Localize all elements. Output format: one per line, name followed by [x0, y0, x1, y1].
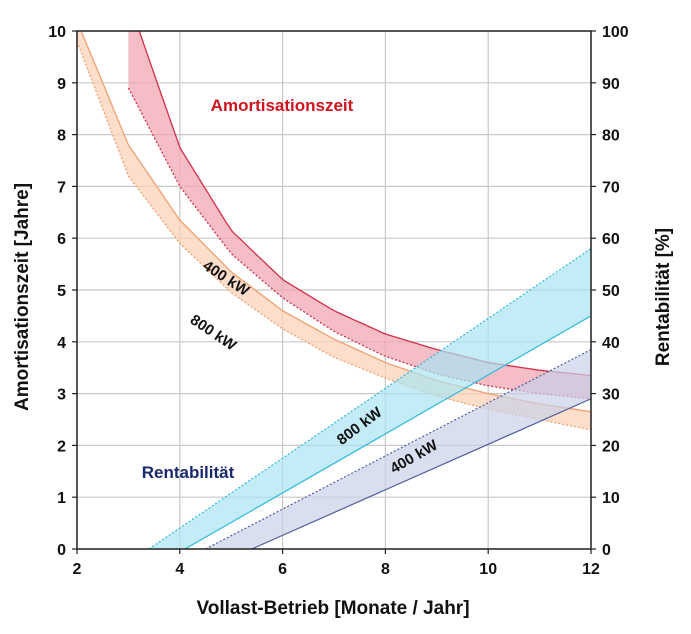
y-right-tick-label: 90	[602, 76, 620, 93]
x-tick-label: 6	[278, 561, 287, 578]
y-left-tick-label: 8	[57, 128, 66, 145]
x-axis-title: Vollast-Betrieb [Monate / Jahr]	[196, 598, 469, 619]
y-left-tick-label: 4	[57, 335, 66, 352]
y-left-tick-label: 9	[57, 76, 66, 93]
amortisation-lower-line	[77, 41, 591, 431]
y-left-tick-label: 3	[57, 387, 66, 404]
x-tick-label: 8	[381, 561, 390, 578]
x-tick-label: 2	[73, 561, 82, 578]
y-right-tick-label: 70	[602, 179, 620, 196]
y-right-tick-label: 80	[602, 128, 620, 145]
amortisation-band-800kw	[77, 31, 591, 430]
annotation-rentability: Rentabilität	[142, 463, 235, 482]
y-right-tick-label: 0	[602, 542, 611, 559]
y-right-tick-label: 60	[602, 231, 620, 248]
band-label-800kw: 800 kW	[187, 311, 240, 354]
y-left-tick-label: 6	[57, 231, 66, 248]
amortisation-lower-line	[127, 87, 591, 400]
y-left-tick-label: 1	[57, 490, 66, 507]
y-right-tick-label: 30	[602, 387, 620, 404]
y-left-tick-label: 0	[57, 542, 66, 559]
y-right-tick-label: 40	[602, 335, 620, 352]
y-left-tick-label: 7	[57, 179, 66, 196]
y-right-tick-label: 10	[602, 490, 620, 507]
y-right-tick-label: 100	[602, 24, 629, 41]
rentability-upper-line	[205, 349, 591, 549]
amortisation-upper-line	[138, 31, 591, 377]
data-bands	[77, 31, 591, 549]
tick-labels: 2 4 6 8 10 1201234567891001020304050607080901…	[48, 24, 629, 578]
rentability-lower-line	[184, 315, 591, 549]
y-axis-title-right: Rentabilität [%]	[653, 228, 674, 366]
y-right-tick-label: 20	[602, 438, 620, 455]
y-left-tick-label: 2	[57, 438, 66, 455]
y-left-tick-label: 10	[48, 24, 66, 41]
x-tick-label: 4	[175, 561, 184, 578]
y-left-tick-label: 5	[57, 283, 66, 300]
y-axis-title-left: Amortisationszeit [Jahre]	[12, 183, 33, 411]
rentability-upper-line	[148, 248, 591, 549]
annotation-amortisation: Amortisationszeit	[211, 96, 354, 115]
x-tick-label: 12	[582, 561, 600, 578]
rentability-lower-line	[251, 398, 591, 549]
y-right-tick-label: 50	[602, 283, 620, 300]
x-tick-label: 10	[479, 561, 497, 578]
